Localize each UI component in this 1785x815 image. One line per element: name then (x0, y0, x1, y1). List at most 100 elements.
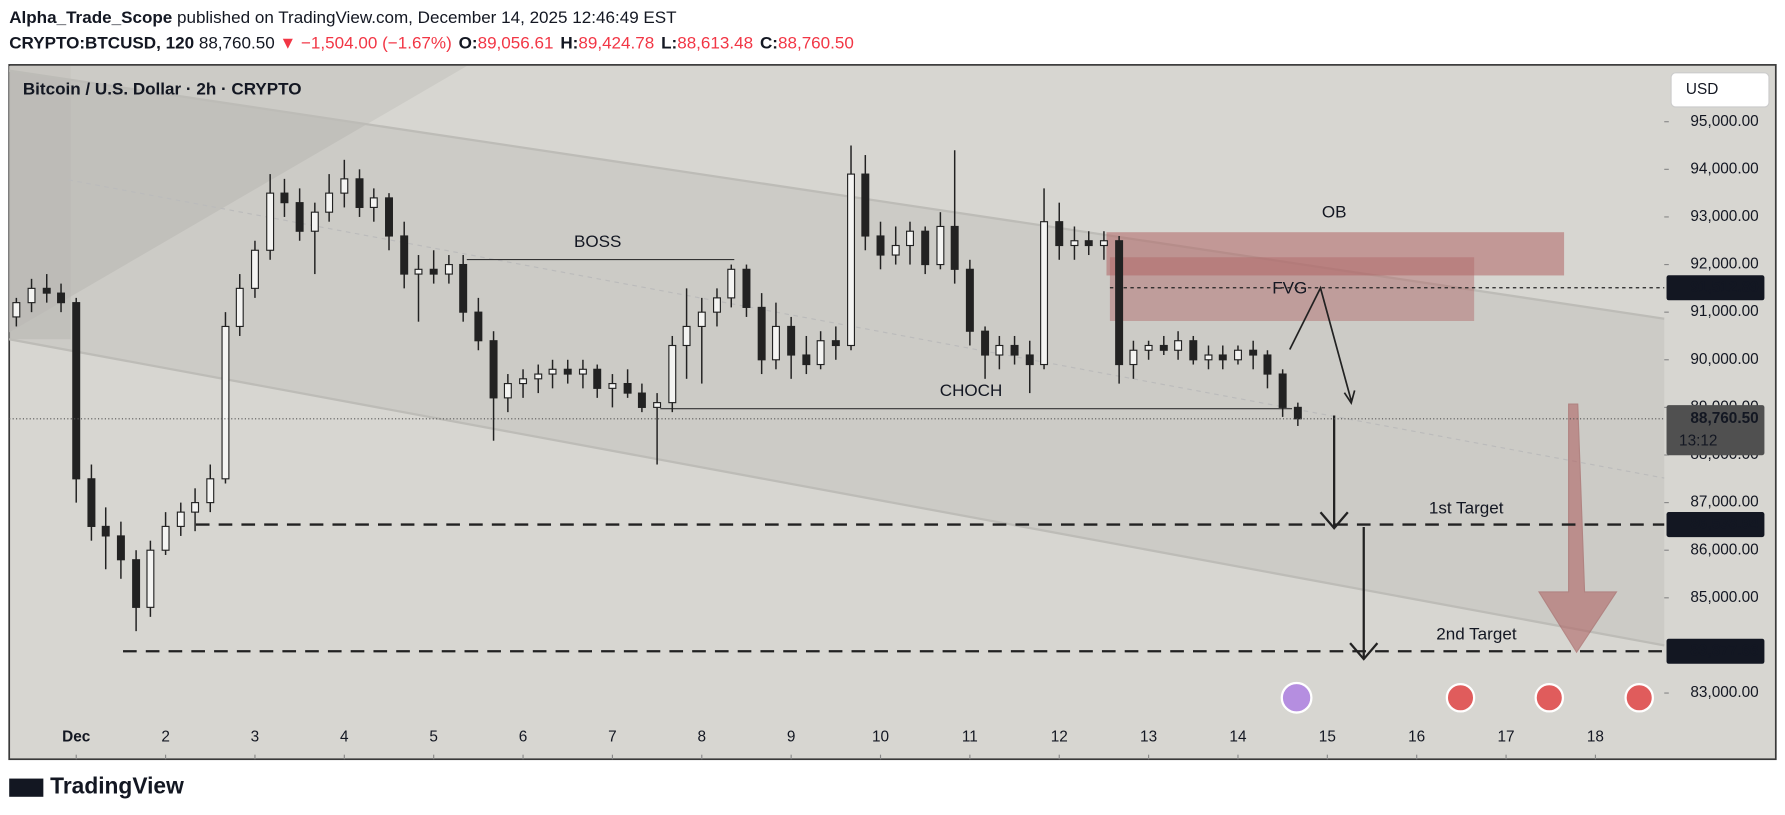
published: published on TradingView.com, December 1… (177, 8, 677, 27)
candle-body (876, 235, 885, 256)
y-tick-label: 87,000.00 (1690, 494, 1758, 511)
candle-body (921, 230, 930, 266)
candle-body (87, 478, 96, 527)
candle-body (414, 268, 423, 275)
candle-body (295, 202, 304, 232)
candle-body (429, 268, 438, 275)
annotation: 1st Target (1429, 498, 1504, 517)
candle-body (206, 478, 215, 504)
x-tick-label: 11 (962, 729, 978, 746)
price-label-box (1666, 512, 1765, 538)
y-tick-label: 86,000.00 (1690, 541, 1758, 558)
x-tick-label: 10 (872, 729, 889, 746)
candle-body (1293, 406, 1302, 420)
brand-logo (9, 778, 44, 797)
candle-body (400, 235, 409, 275)
candle-body (489, 340, 498, 399)
ohlc-value: 89,056.61 (478, 33, 554, 52)
arrow-head (1343, 390, 1356, 405)
candle-body (1070, 240, 1079, 247)
candle-body (578, 368, 587, 375)
x-tick-label: 3 (251, 729, 260, 746)
ohlc-label: C: (760, 33, 778, 52)
event-icon[interactable] (1534, 682, 1565, 713)
candle-body (712, 297, 721, 313)
descending-channel (9, 70, 1665, 646)
candle-body (1129, 349, 1138, 366)
candle-body (519, 378, 528, 385)
candle-body (444, 263, 453, 275)
x-tick-label: 16 (1408, 729, 1425, 746)
candle-body (132, 559, 141, 608)
candle-body (385, 197, 393, 237)
candle-body (1025, 354, 1034, 366)
currency-button[interactable] (1670, 72, 1770, 108)
candle-body (221, 325, 230, 480)
candle-body (1174, 340, 1183, 351)
candle-body (548, 368, 557, 375)
header-line: Alpha_Trade_Scope published on TradingVi… (9, 8, 677, 27)
candle-body (1233, 349, 1242, 361)
fair-value-gap (1109, 257, 1475, 321)
ohlc-label: H: (560, 33, 578, 52)
y-tick-label: 83,000.00 (1690, 684, 1758, 701)
candle-body (1218, 354, 1227, 361)
ohlc-value: 88,613.48 (677, 33, 753, 52)
event-icon[interactable] (1624, 682, 1655, 713)
x-tick-label: 14 (1229, 729, 1247, 746)
last-price: 88,760.50 (199, 33, 275, 52)
annotation: BOSS (574, 232, 621, 251)
candle-body (266, 192, 275, 251)
candle-body (161, 525, 170, 551)
candle-body (563, 368, 572, 375)
x-tick-label: 6 (519, 729, 528, 746)
candle-body (608, 383, 617, 389)
candle-body (310, 211, 319, 232)
candle-body (355, 178, 364, 208)
event-icon[interactable] (1445, 682, 1476, 713)
candle-body (101, 525, 110, 537)
symbol-line: CRYPTO:BTCUSD, 120 88,760.50 ▼ −1,504.00 … (9, 33, 854, 52)
candle-body (623, 383, 632, 394)
candle-body (1159, 344, 1168, 351)
candle-body (668, 344, 677, 404)
chart-title: Bitcoin / U.S. Dollar · 2h · CRYPTO (23, 79, 302, 98)
axes: 83,000.0085,000.0086,000.0087,000.0088,0… (9, 113, 1765, 760)
event-icon[interactable] (1280, 681, 1313, 714)
overlay: BOSS CHOCH OB FVG 1st Target 2nd Target (574, 202, 1655, 714)
candle-body (116, 535, 125, 561)
x-tick-label: 12 (1051, 729, 1068, 746)
candle-body (176, 511, 185, 527)
candle-body (816, 340, 825, 366)
candle-body (861, 173, 870, 237)
candle-body (1115, 240, 1124, 366)
x-tick-label: 2 (161, 729, 170, 746)
candle-body (906, 230, 914, 247)
candle-body (697, 311, 706, 328)
candle-body (1204, 354, 1213, 361)
candle-body (757, 306, 766, 361)
candle-body (27, 287, 36, 304)
candle-body (57, 292, 66, 304)
ohlc-label: L: (661, 33, 677, 52)
candle-body (995, 344, 1004, 356)
channel-mid (68, 179, 1665, 479)
candle-body (1263, 354, 1272, 375)
candle-body (831, 340, 840, 347)
candle-body (1040, 221, 1049, 366)
candle-body (1084, 240, 1093, 247)
candle-body (742, 268, 751, 308)
symbol: CRYPTO:BTCUSD, 120 (9, 33, 194, 52)
candle-body (1144, 344, 1153, 351)
x-tick-label: 4 (340, 729, 349, 746)
candle-body (965, 268, 974, 332)
price-label-box (1666, 275, 1765, 301)
price-label: 91,512.89 (1690, 279, 1758, 296)
x-tick-label: 8 (698, 729, 707, 746)
candle-body (1189, 340, 1198, 361)
projection-path (1288, 285, 1353, 401)
candle-body (474, 311, 483, 342)
y-tick-label: 95,000.00 (1690, 113, 1758, 130)
candle-body (936, 225, 945, 266)
